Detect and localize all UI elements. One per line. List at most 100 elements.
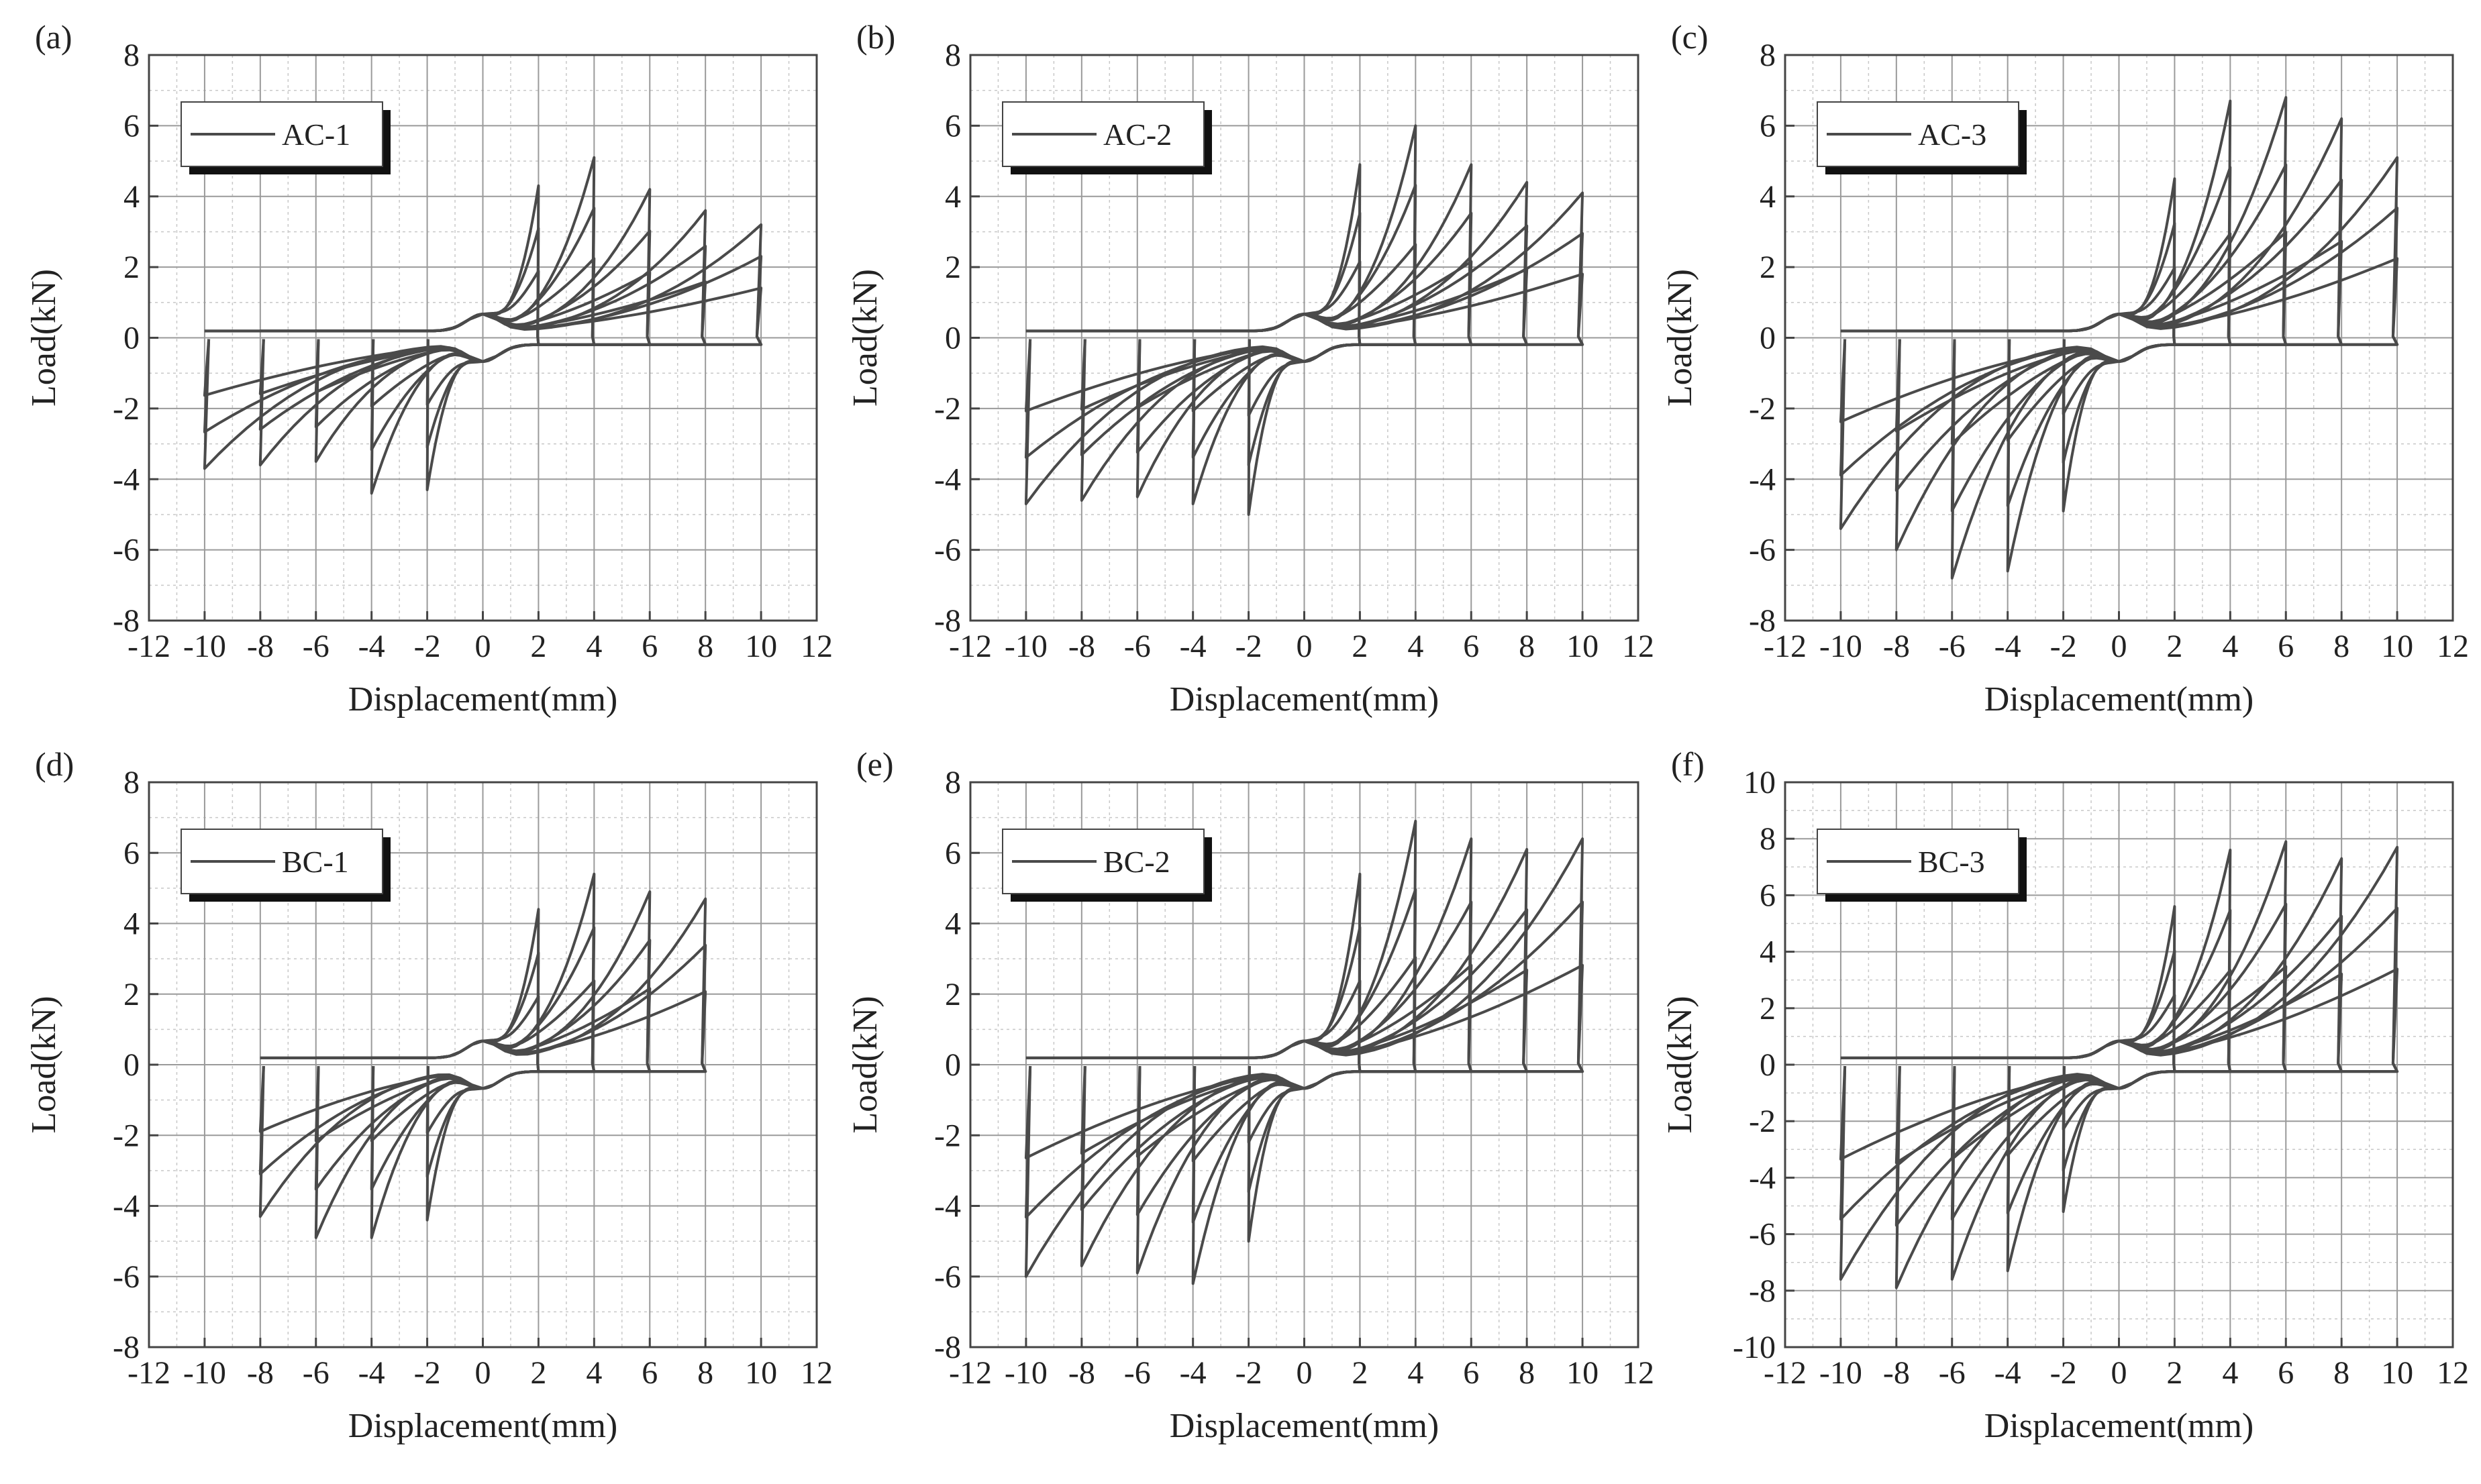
y-tick-label: 2 [123, 977, 140, 1012]
x-tick-label: 8 [697, 629, 713, 664]
x-tick-label: 4 [2222, 1355, 2238, 1391]
x-tick-label: -8 [1883, 629, 1910, 664]
y-axis-title: Load(kN) [1661, 996, 1699, 1133]
x-tick-label: 4 [2222, 629, 2238, 664]
y-tick-label: 6 [123, 835, 140, 871]
x-tick-label: 8 [1519, 629, 1535, 664]
x-tick-label: -4 [1994, 1355, 2021, 1391]
x-tick-label: -2 [1235, 629, 1262, 664]
y-tick-label: -8 [934, 603, 961, 639]
x-tick-label: 2 [530, 629, 546, 664]
x-tick-label: -8 [247, 1355, 274, 1391]
y-tick-label: 4 [945, 906, 961, 942]
y-tick-label: 2 [945, 977, 961, 1012]
y-tick-label: 0 [945, 1047, 961, 1083]
x-axis-title: Displacement(mm) [1170, 1407, 1439, 1445]
y-tick-label: 4 [123, 906, 140, 942]
x-tick-label: 10 [745, 1355, 777, 1391]
y-axis-title: Load(kN) [1661, 269, 1699, 407]
x-tick-label: 4 [1407, 629, 1423, 664]
legend: AC-3 [1817, 101, 2027, 174]
x-tick-label: 8 [1519, 1355, 1535, 1391]
hysteresis-curves [1024, 819, 1584, 1285]
y-tick-label: 10 [1743, 765, 1776, 800]
x-tick-label: 12 [801, 1355, 833, 1391]
x-tick-label: 6 [2278, 629, 2294, 664]
legend: BC-2 [1002, 829, 1212, 902]
x-tick-label: 4 [586, 1355, 602, 1391]
legend-label: BC-2 [1103, 845, 1170, 879]
x-tick-label: -8 [1068, 1355, 1095, 1391]
y-tick-label: -4 [1749, 1160, 1776, 1196]
x-tick-label: -10 [183, 629, 226, 664]
y-tick-label: 4 [1760, 179, 1776, 215]
x-tick-label: 12 [801, 629, 833, 664]
x-tick-label: -2 [1235, 1355, 1262, 1391]
x-tick-label: -4 [1180, 1355, 1207, 1391]
y-axis-title: Load(kN) [846, 269, 884, 407]
chart-panel-6: -12 -10 -8 -6 -4 -2 0 2 4 6 8 10 12-10-8-6-4-2024681… [1661, 745, 2469, 1445]
hysteresis-loop-5-3 [1024, 963, 1584, 1159]
x-tick-label: 0 [475, 629, 491, 664]
x-tick-label: -2 [414, 629, 441, 664]
y-tick-label: -6 [1749, 1217, 1776, 1253]
x-tick-label: -12 [128, 1355, 170, 1391]
x-tick-label: 0 [1297, 629, 1313, 664]
y-tick-label: -8 [113, 1330, 140, 1365]
y-tick-label: 4 [1760, 935, 1776, 970]
y-tick-label: -6 [1749, 533, 1776, 568]
x-tick-label: -12 [128, 629, 170, 664]
x-tick-label: -8 [1068, 629, 1095, 664]
y-tick-label: -2 [934, 391, 961, 427]
y-tick-label: -6 [113, 1259, 140, 1295]
legend-label: AC-3 [1918, 117, 1986, 152]
x-axis-title: Displacement(mm) [1984, 680, 2254, 719]
x-tick-label: -8 [1883, 1355, 1910, 1391]
legend: BC-3 [1817, 829, 2027, 902]
x-tick-label: 10 [2381, 629, 2413, 664]
y-tick-label: -2 [113, 391, 140, 427]
y-axis-title: Load(kN) [25, 996, 63, 1133]
x-tick-label: -4 [1180, 629, 1207, 664]
x-tick-label: 12 [1622, 629, 1654, 664]
x-tick-label: 2 [1352, 629, 1368, 664]
hysteresis-loop-4-3 [258, 990, 707, 1133]
y-tick-label: 8 [945, 38, 961, 73]
y-tick-label: 2 [1760, 991, 1776, 1026]
y-tick-label: 0 [123, 321, 140, 356]
y-tick-label: 0 [123, 1047, 140, 1083]
y-tick-label: -2 [113, 1118, 140, 1153]
hysteresis-loop-5-3 [1839, 967, 2399, 1161]
legend-label: BC-3 [1918, 845, 1985, 879]
y-tick-label: 0 [945, 321, 961, 356]
legend-label: BC-1 [282, 845, 349, 879]
x-tick-label: -6 [303, 629, 330, 664]
hysteresis-curves [258, 872, 707, 1239]
x-tick-label: 6 [2278, 1355, 2294, 1391]
chart-panel-2: -12 -10 -8 -6 -4 -2 0 2 4 6 8 10 12 -8 -6 -4 -2 0 2 4 6 8 Disp… [846, 18, 1654, 719]
y-tick-label: 8 [1760, 821, 1776, 857]
x-tick-label: 10 [1566, 1355, 1599, 1391]
x-tick-label: -6 [1939, 629, 1966, 664]
legend-label: AC-1 [282, 117, 350, 152]
x-tick-label: 8 [2333, 1355, 2349, 1391]
x-tick-label: 12 [1622, 1355, 1654, 1391]
y-tick-label: -4 [113, 462, 140, 497]
x-tick-label: 6 [1463, 1355, 1479, 1391]
x-axis-title: Displacement(mm) [1170, 680, 1439, 719]
y-tick-label: 6 [1760, 878, 1776, 913]
y-axis-title: Load(kN) [25, 269, 63, 407]
y-tick-label: -4 [934, 462, 961, 497]
hysteresis-curves [203, 156, 763, 495]
x-tick-label: -6 [1939, 1355, 1966, 1391]
x-tick-label: -2 [2050, 629, 2077, 664]
x-tick-label: 2 [1352, 1355, 1368, 1391]
x-tick-label: 0 [475, 1355, 491, 1391]
hysteresis-loop-5-3 [1839, 257, 2399, 423]
y-tick-label: -8 [934, 1330, 961, 1365]
x-tick-label: -10 [183, 1355, 226, 1391]
x-tick-label: 10 [2381, 1355, 2413, 1391]
y-axis-title: Load(kN) [846, 996, 884, 1133]
x-tick-label: -8 [247, 629, 274, 664]
x-tick-label: 12 [2437, 629, 2469, 664]
